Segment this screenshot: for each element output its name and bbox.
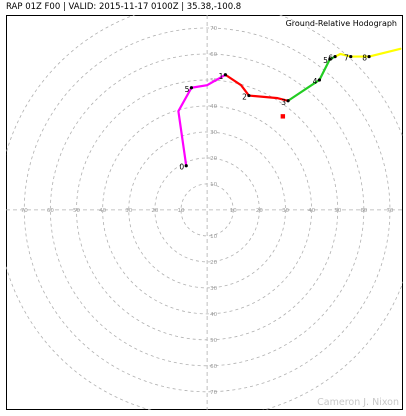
tick-label: 40: [210, 104, 217, 110]
height-marker-label: 8: [362, 54, 367, 63]
tick-label: 60: [360, 208, 367, 214]
height-marker-dot: [189, 86, 194, 90]
height-marker-dot: [184, 164, 188, 168]
tick-label: 20: [256, 208, 263, 214]
storm-motion-marker: [280, 114, 286, 119]
tick-label: 40: [308, 208, 315, 214]
tick-label: 70: [210, 390, 217, 396]
chart-header: RAP 01Z F00 | VALID: 2015-11-17 0100Z | …: [6, 2, 242, 12]
plot-frame: [6, 15, 403, 410]
tick-label: 40: [99, 208, 106, 214]
tick-label: 20: [210, 156, 217, 162]
hodograph-plot: 1010101020202020303030304040404050505050…: [6, 15, 403, 410]
tick-label: 40: [210, 312, 217, 318]
range-ring: [102, 105, 312, 315]
tick-label: 10: [230, 208, 237, 214]
height-marker-dot: [247, 93, 251, 98]
author-watermark: Cameron J. Nixon: [317, 397, 399, 408]
height-marker-label: 1: [219, 72, 224, 81]
tick-label: 60: [47, 208, 54, 214]
tick-label: 50: [334, 208, 341, 214]
tick-label: 60: [210, 364, 217, 370]
tick-label: 50: [73, 208, 80, 214]
tick-label: 30: [282, 208, 289, 214]
height-marker-label: 6: [328, 54, 333, 63]
height-marker-dot: [328, 57, 332, 61]
height-marker-label: 2: [242, 93, 247, 102]
height-marker-label: 3: [281, 98, 286, 107]
tick-label: 60: [210, 52, 217, 58]
height-marker-dot: [333, 54, 337, 59]
tick-label: 30: [125, 208, 132, 214]
height-marker-dot: [349, 54, 353, 59]
tick-label: 30: [210, 130, 217, 136]
tick-label: 70: [210, 26, 217, 32]
tick-label: 10: [210, 182, 217, 188]
tick-label: 20: [151, 208, 158, 214]
tick-label: 10: [177, 208, 184, 214]
range-ring: [23, 27, 391, 393]
tick-label: 70: [386, 208, 393, 214]
height-marker-label: 7: [344, 54, 349, 63]
tick-label: 20: [210, 260, 217, 266]
height-marker-dot: [223, 73, 227, 77]
hodograph-segment: [286, 55, 337, 102]
tick-label: 70: [21, 208, 28, 214]
range-ring: [128, 131, 286, 289]
height-marker-dot: [286, 99, 290, 103]
height-marker-label: 5: [185, 85, 190, 94]
chart-title: Ground-Relative Hodograph: [286, 19, 397, 28]
tick-label: 50: [210, 338, 217, 344]
tick-label: 30: [210, 286, 217, 292]
tick-label: 10: [210, 234, 217, 240]
hodograph-axes: [6, 15, 403, 410]
height-marker-label: 5: [323, 56, 328, 65]
storm-motion: [280, 114, 286, 119]
height-marker-label: 4: [313, 77, 318, 86]
height-marker-dot: [317, 78, 322, 82]
height-marker-dot: [367, 54, 371, 59]
height-marker-label: 0: [179, 163, 184, 172]
